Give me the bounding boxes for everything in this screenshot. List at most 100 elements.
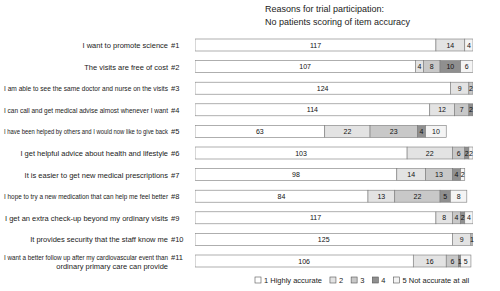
bar-segment [417,125,425,137]
bar-segment [415,61,423,73]
bar-segment [407,147,452,159]
bar-segment [395,190,440,202]
data-label: 14 [446,42,454,49]
data-label: 63 [256,128,264,135]
bar-segment [413,255,446,267]
category-text: I have been helped by others and I would… [4,127,168,136]
subtitle: No patients scoring of item accuracy [265,17,411,27]
data-label: 1 [458,258,462,265]
category-number: #5 [171,127,179,136]
bar-segment [195,61,415,73]
bar-segment [195,147,407,159]
bar-segment [452,147,464,159]
data-label: 117 [310,42,321,49]
category-label: I want to promote science#1 [83,41,180,50]
data-label: 4 [455,214,459,221]
bar-segment [452,233,471,245]
data-label: 4 [467,42,471,49]
bar-segment [436,212,452,224]
bar-segment [461,255,471,267]
category-text: The visits are free of cost [84,63,169,72]
data-label: 8 [430,63,434,70]
data-label: 14 [407,171,415,178]
data-label: 22 [426,150,434,157]
category-label: It is easier to get new medical prescrip… [25,171,180,180]
category-number: #7 [171,171,179,180]
bar-segment [440,190,450,202]
category-text: I want a better follow up after my cardi… [4,253,168,262]
bar-segment [426,169,453,181]
bar-segment [461,169,465,181]
bar-segment [469,104,473,116]
bar-segment [195,169,397,181]
data-label: 13 [377,193,385,200]
data-label: 4 [455,171,459,178]
data-label: 10 [446,63,454,70]
bars [195,39,473,267]
bar-segment [195,104,430,116]
bar-segment [440,61,461,73]
legend-label: 3 [360,276,364,285]
bar-segment [370,125,417,137]
data-label: 4 [467,214,471,221]
legend-label: 4 [381,276,385,285]
data-label: 8 [442,214,446,221]
data-label: 125 [318,236,330,243]
data-label: 114 [307,106,318,113]
bar-segment [195,125,325,137]
bar-segment [195,212,436,224]
data-label: 23 [390,128,398,135]
category-text: I am able to see the same doctor and nur… [4,84,168,93]
data-label: 10 [432,128,440,135]
bar-segment [465,39,473,51]
category-number: #8 [171,192,179,201]
bar-segment [469,147,473,159]
bar-segment [195,233,452,245]
data-label: 107 [299,63,311,70]
bar-segment [469,82,473,94]
data-label: 6 [465,63,469,70]
category-text: I get helpful advice about health and li… [20,149,168,158]
bar-segment [450,190,466,202]
data-label: 2 [461,171,465,178]
legend-swatch [372,277,378,283]
bar-segment [195,39,436,51]
data-label: 84 [278,193,286,200]
category-number: #9 [171,214,179,223]
category-text: I hope to try a new medication that can … [4,192,168,201]
bar-segment [465,212,473,224]
bar-segment [424,61,440,73]
legend-label: 2 [339,276,343,285]
category-label: I hope to try a new medication that can … [4,192,179,201]
data-label: 22 [414,193,422,200]
bar-segment [430,104,455,116]
data-label: 5 [443,193,447,200]
category-number: #3 [171,84,179,93]
data-label: 6 [450,258,454,265]
category-text: I get an extra check-up beyond my ordina… [5,214,168,223]
bar-segment [452,169,460,181]
category-text: It is easier to get new medical prescrip… [25,171,169,180]
data-label: 12 [438,106,446,113]
bar-segment [436,39,465,51]
category-text: It provides security that the staff know… [30,235,168,244]
title: Reasons for trial participation: [265,4,384,14]
category-text: ordinary primary care can provide [56,262,168,271]
data-label: 5 [464,258,468,265]
data-label: 103 [295,150,307,157]
data-label: 124 [317,85,329,92]
category-label: I get an extra check-up beyond my ordina… [5,214,179,223]
bar-segment [195,255,413,267]
data-label: 22 [343,128,351,135]
data-label: 2 [469,85,473,92]
category-text: I want to promote science [83,41,168,50]
bar-segment [195,190,368,202]
category-number: #2 [171,63,179,72]
data-label: 9 [460,236,464,243]
data-label: 2 [469,106,473,113]
category-number: #10 [171,235,184,244]
bar-segment [461,61,473,73]
data-label: 7 [460,106,464,113]
legend-swatch [351,277,357,283]
legend-swatch [255,277,261,283]
